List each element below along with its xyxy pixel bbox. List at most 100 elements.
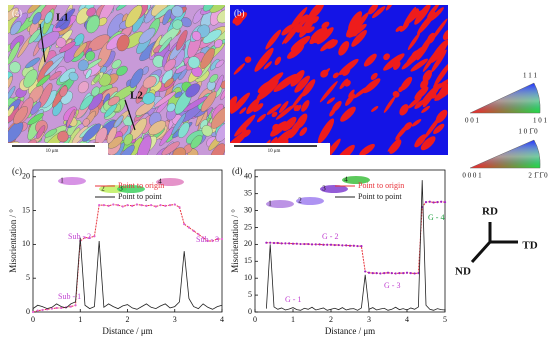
y-tick-label: 15 xyxy=(244,256,252,265)
grain xyxy=(201,125,213,137)
point xyxy=(187,226,191,229)
grain xyxy=(36,125,46,139)
grain xyxy=(23,69,38,88)
point xyxy=(178,206,181,209)
grain xyxy=(181,17,192,28)
annotation: Sub - 3 xyxy=(196,235,219,244)
grain xyxy=(158,37,172,53)
phase-region xyxy=(400,76,413,91)
x-tick-label: 0 xyxy=(253,315,257,324)
phase-region xyxy=(371,106,379,112)
point xyxy=(272,241,276,245)
point xyxy=(303,242,306,246)
phase-region xyxy=(348,11,363,31)
phase-region xyxy=(345,93,355,106)
point xyxy=(307,242,310,246)
grain xyxy=(215,59,225,68)
grain xyxy=(125,5,143,28)
phase-region xyxy=(244,56,252,63)
grain xyxy=(118,145,135,155)
phase-region xyxy=(253,103,264,113)
grain-inset xyxy=(296,197,324,205)
y-tick-label: 5 xyxy=(26,273,30,282)
phase-region xyxy=(295,113,308,129)
y-tick-label: 40 xyxy=(244,172,252,181)
point xyxy=(135,203,139,206)
phase-region xyxy=(414,134,427,148)
grain xyxy=(164,77,174,88)
y-tick-label: 20 xyxy=(22,172,30,181)
phase-region xyxy=(272,123,281,132)
phase-region xyxy=(290,70,305,87)
grain xyxy=(68,71,79,82)
phase-region xyxy=(420,136,436,151)
inset-label: 1 xyxy=(268,200,272,208)
phase-region xyxy=(234,114,256,137)
series-line xyxy=(32,237,223,310)
y-tick-label: 5 xyxy=(248,290,252,299)
phase-region xyxy=(287,46,303,59)
grain-inset xyxy=(342,176,370,184)
grain xyxy=(174,91,183,98)
panel-label: (a) xyxy=(12,8,22,18)
x-tick-label: 4 xyxy=(405,315,409,324)
x-tick-label: 3 xyxy=(367,315,371,324)
point xyxy=(197,233,200,236)
x-tick-label: 0 xyxy=(31,315,35,324)
y-axis-label: Misorientation / ° xyxy=(8,209,18,273)
inset-label: 4 xyxy=(158,178,162,186)
grain xyxy=(77,59,89,71)
point xyxy=(220,237,224,241)
point xyxy=(145,204,148,207)
phase-region xyxy=(254,47,274,72)
point xyxy=(192,229,195,232)
grain xyxy=(175,65,188,74)
point xyxy=(173,203,176,206)
phase-region xyxy=(407,32,421,51)
point xyxy=(206,239,209,243)
point xyxy=(88,236,91,239)
phase-region xyxy=(341,65,351,76)
point xyxy=(126,204,129,207)
point xyxy=(405,271,409,274)
grain xyxy=(163,58,177,72)
phase-region xyxy=(265,29,282,50)
grain xyxy=(138,27,156,44)
phase-region xyxy=(420,83,442,105)
point xyxy=(154,205,157,208)
point xyxy=(379,272,382,275)
phase-region xyxy=(363,78,381,94)
grain xyxy=(123,133,133,146)
point xyxy=(326,243,329,246)
series-line xyxy=(266,201,446,274)
point xyxy=(390,272,393,275)
grain xyxy=(148,120,166,135)
grain xyxy=(86,7,97,17)
grain xyxy=(73,42,88,58)
grain xyxy=(111,59,122,69)
annotation: G - 2 xyxy=(322,232,338,241)
x-tick-label: 2 xyxy=(329,315,333,324)
inset-label: 3 xyxy=(119,185,123,193)
grain xyxy=(8,75,13,91)
legend-label: Point to point xyxy=(118,192,162,201)
x-tick-label: 4 xyxy=(220,315,224,324)
phase-region xyxy=(368,5,379,15)
point xyxy=(60,306,63,310)
point xyxy=(150,204,153,207)
grain xyxy=(166,102,176,113)
phase-region xyxy=(274,56,282,66)
phase-region xyxy=(434,83,448,101)
y-tick-label: 35 xyxy=(244,188,252,197)
phase-region xyxy=(256,79,279,101)
phase-region xyxy=(433,62,448,87)
point xyxy=(364,270,367,273)
point xyxy=(345,244,348,247)
y-tick-label: 20 xyxy=(244,239,252,248)
phase-region xyxy=(326,97,335,104)
panel-label: (d) xyxy=(232,166,243,176)
phase-region xyxy=(385,5,394,11)
grain xyxy=(209,143,225,155)
grain xyxy=(209,74,219,83)
